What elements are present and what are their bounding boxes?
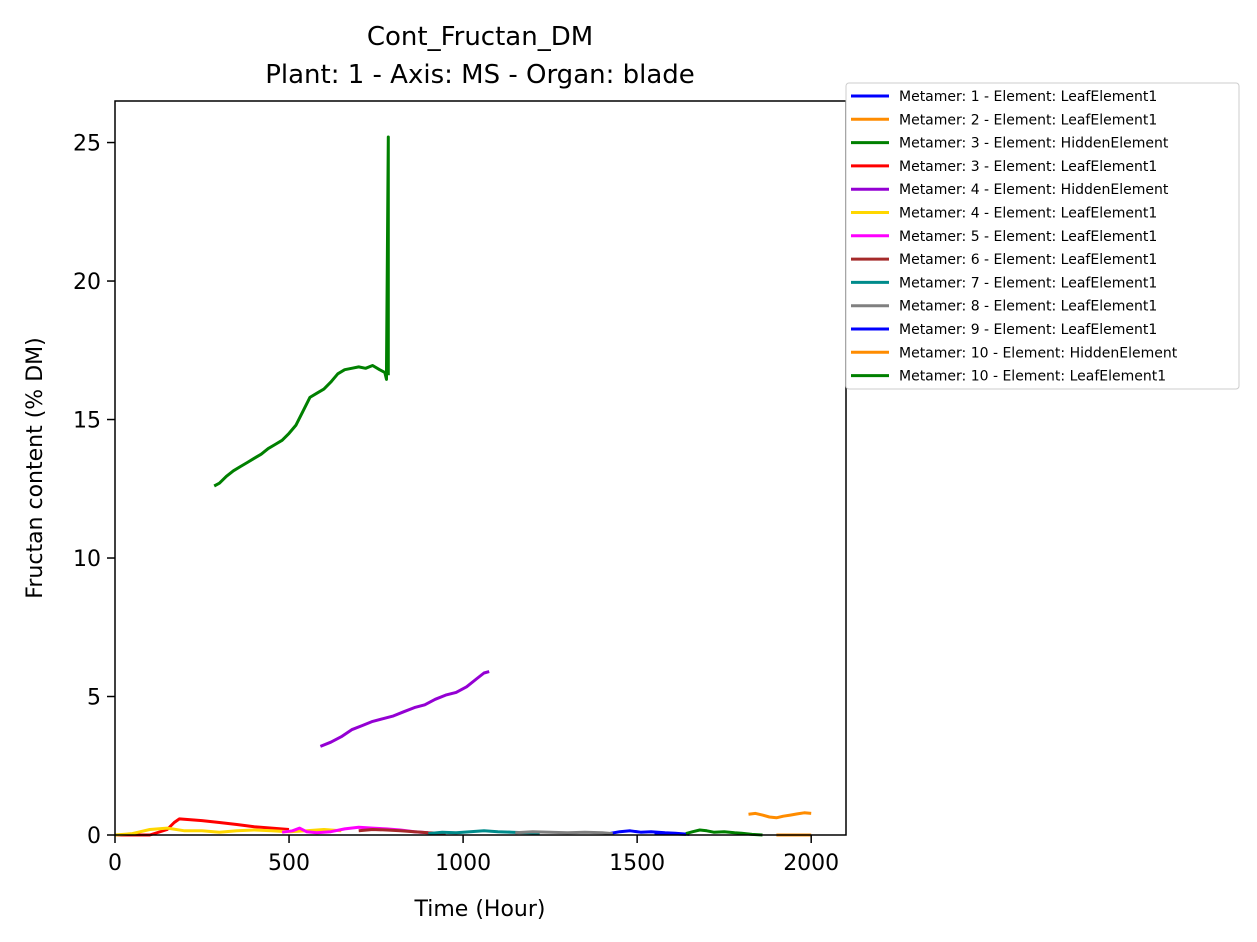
legend-label: Metamer: 3 - Element: HiddenElement [899,136,1169,152]
y-tick-label: 20 [73,270,101,295]
series-line-13 [213,135,390,488]
y-tick-label: 0 [87,824,101,849]
series-line-10 [515,830,613,836]
series-line-4 [115,817,290,837]
y-axis-ticks: 0 5 10 15 20 25 [73,132,115,849]
chart-title: Cont_Fructan_DM [367,22,593,52]
legend-label: Metamer: 5 - Element: LeafElement1 [899,229,1157,245]
x-tick-label: 1000 [435,851,491,876]
x-tick-label: 1500 [609,851,665,876]
y-tick-label: 15 [73,409,101,434]
x-tick-label: 500 [268,851,310,876]
x-tick-label: 2000 [783,851,839,876]
legend: Metamer: 1 - Element: LeafElement1 Metame… [845,82,1240,390]
legend-label: Metamer: 2 - Element: LeafElement1 [899,112,1157,128]
series-line-11 [654,831,686,836]
legend-label: Metamer: 8 - Element: LeafElement1 [899,299,1157,315]
series-line-5 [319,670,490,748]
legend-label: Metamer: 4 - Element: LeafElement1 [899,206,1157,222]
legend-label: Metamer: 10 - Element: LeafElement1 [899,369,1166,385]
y-tick-label: 10 [73,547,101,572]
series-line-2 [748,811,812,820]
legend-label: Metamer: 9 - Element: LeafElement1 [899,322,1157,338]
legend-label: Metamer: 3 - Element: LeafElement1 [899,159,1157,175]
plot-background [115,101,846,835]
legend-label: Metamer: 1 - Element: LeafElement1 [899,89,1157,105]
y-tick-label: 5 [87,686,101,711]
legend-label: Metamer: 6 - Element: LeafElement1 [899,252,1157,268]
legend-items: Metamer: 1 - Element: LeafElement1 Metame… [851,89,1178,385]
plot-frame [114,100,847,836]
legend-label: Metamer: 7 - Element: LeafElement1 [899,275,1157,291]
legend-label: Metamer: 4 - Element: HiddenElement [899,182,1169,198]
legend-box [845,82,1240,390]
y-tick-label: 25 [73,132,101,157]
x-tick-label: 0 [108,851,122,876]
chart-subtitle: Plant: 1 - Axis: MS - Organ: blade [265,60,695,90]
y-axis-label: Fructan content (% DM) [23,337,48,598]
series-line-3 [685,828,763,837]
x-axis-ticks: 0 500 1000 1500 2000 [108,835,839,876]
plot-area [114,100,847,837]
x-axis-label: Time (Hour) [414,897,546,922]
legend-label: Metamer: 10 - Element: HiddenElement [899,345,1178,361]
